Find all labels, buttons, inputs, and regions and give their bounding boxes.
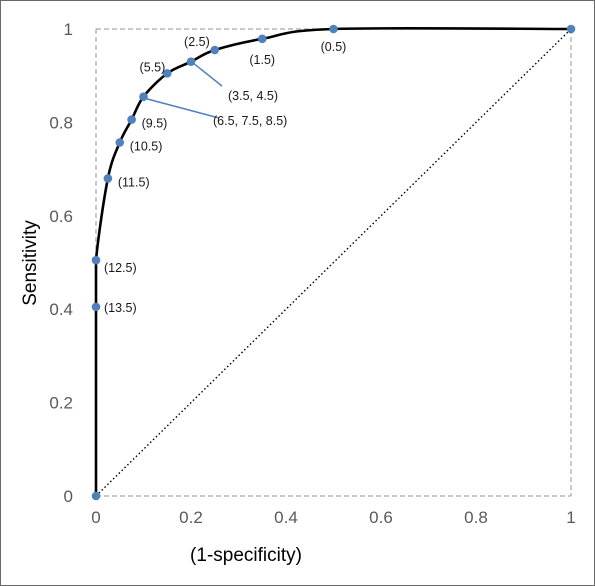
y-tick-label: 1 [64,20,73,39]
x-tick-label: 0.6 [369,508,393,527]
point-label: (5.5) [140,60,166,74]
data-point [91,255,101,265]
x-tick-label: 0.4 [274,508,298,527]
label-leader-line [193,63,223,87]
y-axis-tick-labels: 0 0.2 0.4 0.6 0.8 1 [49,20,73,506]
data-point [103,174,113,183]
point-label: (12.5) [104,261,137,275]
point-label: (11.5) [118,175,150,189]
y-tick-label: 0.8 [49,113,73,132]
point-label: (13.5) [104,301,137,315]
x-axis-tick-labels: 0 0.2 0.4 0.6 0.8 1 [91,508,575,527]
y-tick-label: 0.4 [49,300,73,319]
point-label: (1.5) [249,53,275,67]
label-leader-line [146,97,220,119]
reference-diagonal-group [95,28,572,497]
label-leader-lines [146,63,223,119]
data-point [139,92,148,102]
point-label: (0.5) [321,40,347,54]
reference-diagonal [95,28,572,497]
point-label: (10.5) [130,139,163,153]
data-point [162,69,172,78]
point-label: (2.5) [184,35,210,49]
point-label: (3.5, 4.5) [228,89,278,103]
x-tick-label: 0.8 [464,508,488,527]
y-tick-label: 0 [64,487,73,506]
y-tick-label: 0.2 [49,394,73,413]
data-point [91,302,101,312]
data-point [566,24,576,34]
point-label: (9.5) [142,117,168,131]
x-axis-title: (1-specificity) [190,545,302,566]
data-point [329,24,338,34]
x-tick-label: 0 [91,508,100,527]
data-point [186,57,196,66]
data-points [91,24,576,501]
data-point [257,34,267,44]
data-point [91,491,101,501]
x-tick-label: 1 [566,508,575,527]
data-point [115,138,125,147]
y-axis-title: Sensitivity [20,220,41,306]
data-point [127,115,136,124]
point-label: (6.5, 7.5, 8.5) [213,114,287,128]
x-tick-label: 0.2 [179,508,203,527]
data-point [210,45,220,55]
point-labels: (13.5) (12.5) (11.5) (10.5) (9.5) (6.5, 7.5, … [104,35,346,315]
y-tick-label: 0.6 [49,207,73,226]
